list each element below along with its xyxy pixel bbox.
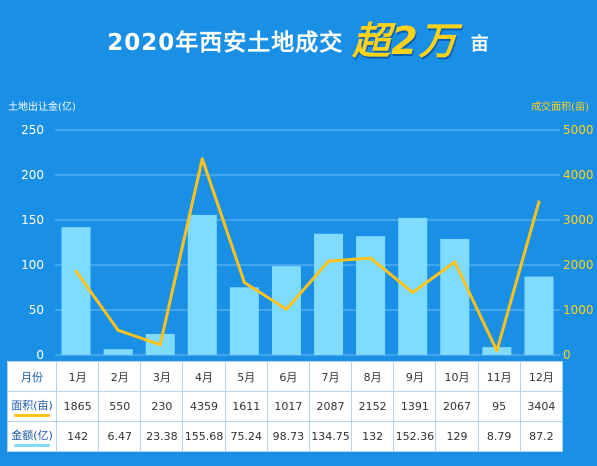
- title-emphasis: 超2万: [352, 19, 458, 63]
- area-series-line: [74, 157, 541, 353]
- area-cell: 1391: [393, 391, 437, 422]
- line-point: [537, 200, 541, 204]
- month-cell: 7月: [308, 361, 353, 392]
- right-axis-title: 成交面积(亩): [531, 102, 589, 113]
- row-label-amount-text: 金额(亿): [11, 428, 53, 442]
- left-tick-label: 100: [21, 258, 44, 272]
- left-tick-label: 250: [21, 123, 44, 137]
- left-tick-label: 150: [21, 213, 44, 227]
- line-point: [200, 157, 204, 161]
- area-cell: 3404: [519, 391, 564, 422]
- amount-cell: 98.73: [266, 421, 310, 452]
- month-cell: 4月: [182, 361, 226, 392]
- amount-cell: 142: [55, 421, 100, 452]
- amount-cell: 87.2: [519, 421, 564, 452]
- area-legend-line: [14, 413, 50, 417]
- area-cell: 1611: [224, 391, 268, 422]
- line-point: [116, 328, 120, 332]
- bar: [61, 227, 91, 355]
- month-cell: 5月: [224, 361, 268, 392]
- amount-cell: 132: [351, 421, 395, 452]
- amount-cell: 155.68: [182, 421, 226, 452]
- line-point: [411, 290, 415, 294]
- line-point: [495, 349, 499, 353]
- chart-title: 2020年西安土地成交 超2万 亩: [0, 10, 597, 65]
- line-point: [158, 343, 162, 347]
- bar: [314, 233, 344, 355]
- area-cell: 4359: [182, 391, 226, 422]
- month-cell: 9月: [393, 361, 437, 392]
- amount-cell: 75.24: [224, 421, 268, 452]
- title-unit: 亩: [470, 34, 490, 55]
- month-cell: 12月: [519, 361, 564, 392]
- row-label-area: 面积(亩): [7, 391, 57, 422]
- month-cell: 10月: [435, 361, 479, 392]
- bar: [229, 287, 259, 355]
- month-cell: 8月: [351, 361, 395, 392]
- area-cell: 2067: [435, 391, 479, 422]
- area-cell: 1017: [266, 391, 310, 422]
- area-cell: 95: [477, 391, 521, 422]
- month-cell: 2月: [98, 361, 142, 392]
- bar: [524, 276, 554, 355]
- row-label-month: 月份: [7, 361, 57, 392]
- right-tick-label: 5000: [563, 123, 594, 137]
- amount-cell: 134.75: [308, 421, 353, 452]
- month-cell: 3月: [140, 361, 184, 392]
- row-label-amount: 金额(亿): [7, 421, 57, 452]
- bar: [187, 214, 217, 355]
- right-tick-label: 2000: [563, 258, 594, 272]
- row-label-area-text: 面积(亩): [11, 398, 53, 412]
- left-axis-title: 土地出让金(亿): [8, 102, 76, 113]
- amount-cell: 23.38: [140, 421, 184, 452]
- amount-cell: 6.47: [98, 421, 142, 452]
- right-tick-label: 1000: [563, 303, 594, 317]
- bar: [440, 238, 470, 355]
- table-row-amount: 金额(亿) 142 6.47 23.38 155.68 75.24 98.73 134.75…: [7, 421, 564, 452]
- area-cell: 550: [98, 391, 142, 422]
- right-tick-label: 3000: [563, 213, 594, 227]
- area-cell: 2152: [351, 391, 395, 422]
- amount-cell: 8.79: [477, 421, 521, 452]
- data-table: 月份 1月 2月 3月 4月 5月 6月 7月 8月 9月 10月 11月 12月 面积(亩) 186…: [7, 361, 564, 452]
- amount-legend-line: [14, 443, 50, 447]
- title-main: 2020年西安土地成交: [107, 30, 344, 56]
- area-cell: 2087: [308, 391, 353, 422]
- left-tick-label: 50: [29, 303, 44, 317]
- month-cell: 11月: [477, 361, 521, 392]
- right-tick-label: 4000: [563, 168, 594, 182]
- right-tick-label: 0: [563, 348, 571, 362]
- left-tick-label: 200: [21, 168, 44, 182]
- bar: [356, 236, 386, 355]
- line-point: [284, 307, 288, 311]
- left-tick-label: 0: [36, 348, 44, 362]
- line-point: [242, 281, 246, 285]
- table-row-month: 月份 1月 2月 3月 4月 5月 6月 7月 8月 9月 10月 11月 12月: [7, 361, 564, 392]
- table-row-area: 面积(亩) 1865 550 230 4359 1611 1017 2087 2152 1391…: [7, 391, 564, 422]
- area-cell: 230: [140, 391, 184, 422]
- amount-cell: 152.36: [393, 421, 437, 452]
- line-point: [369, 256, 373, 260]
- month-cell: 1月: [55, 361, 100, 392]
- amount-cell: 129: [435, 421, 479, 452]
- month-cell: 6月: [266, 361, 310, 392]
- line-point: [453, 260, 457, 264]
- area-cell: 1865: [55, 391, 100, 422]
- line-point: [74, 269, 78, 273]
- line-point: [327, 259, 331, 263]
- bar: [103, 349, 133, 355]
